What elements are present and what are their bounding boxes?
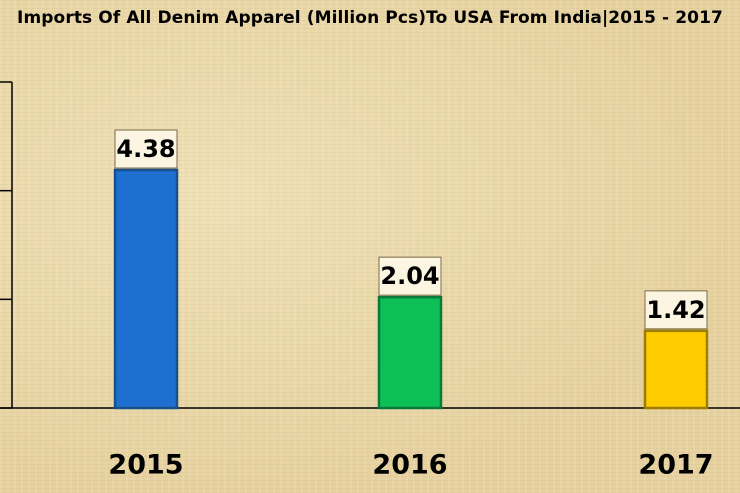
- x-tick-label: 2016: [372, 450, 447, 481]
- data-label: 4.38: [116, 135, 175, 163]
- chart-title: Imports Of All Denim Apparel (Million Pc…: [17, 8, 723, 28]
- bar-2015: [113, 168, 179, 410]
- bars-layer: [113, 168, 709, 410]
- labels-layer: 4.38 2.04 1.42: [114, 129, 708, 330]
- x-tick-label: 2015: [108, 450, 183, 481]
- x-tick-label: 2017: [638, 450, 713, 481]
- data-label-box: [114, 129, 178, 169]
- bar-2017: [643, 329, 709, 410]
- tick-labels-layer: 2015 2016 2017: [108, 450, 713, 481]
- data-label-box: [378, 256, 442, 296]
- axis-layer: [0, 81, 740, 409]
- data-label: 1.42: [646, 296, 705, 324]
- data-label: 2.04: [380, 262, 439, 290]
- bar-2016: [377, 295, 443, 410]
- data-label-box: [644, 290, 708, 330]
